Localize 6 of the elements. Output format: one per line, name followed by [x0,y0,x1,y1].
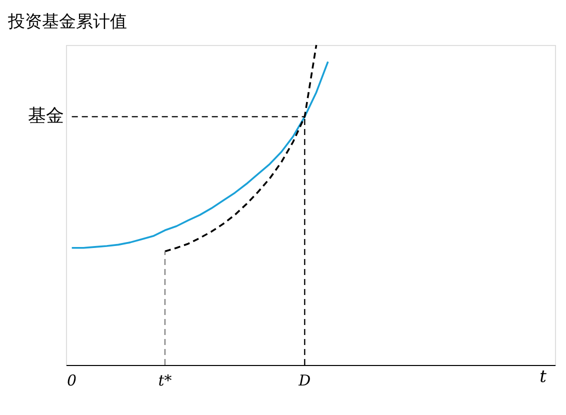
annotation: 基金 [28,106,64,127]
x-tick-label: t* [158,372,172,390]
x-tick-label: D [298,372,311,390]
x-tick-label: 0 [67,372,78,390]
x-axis-title: t [540,367,547,387]
y-axis-title: 投资基金累计值 [7,12,127,32]
